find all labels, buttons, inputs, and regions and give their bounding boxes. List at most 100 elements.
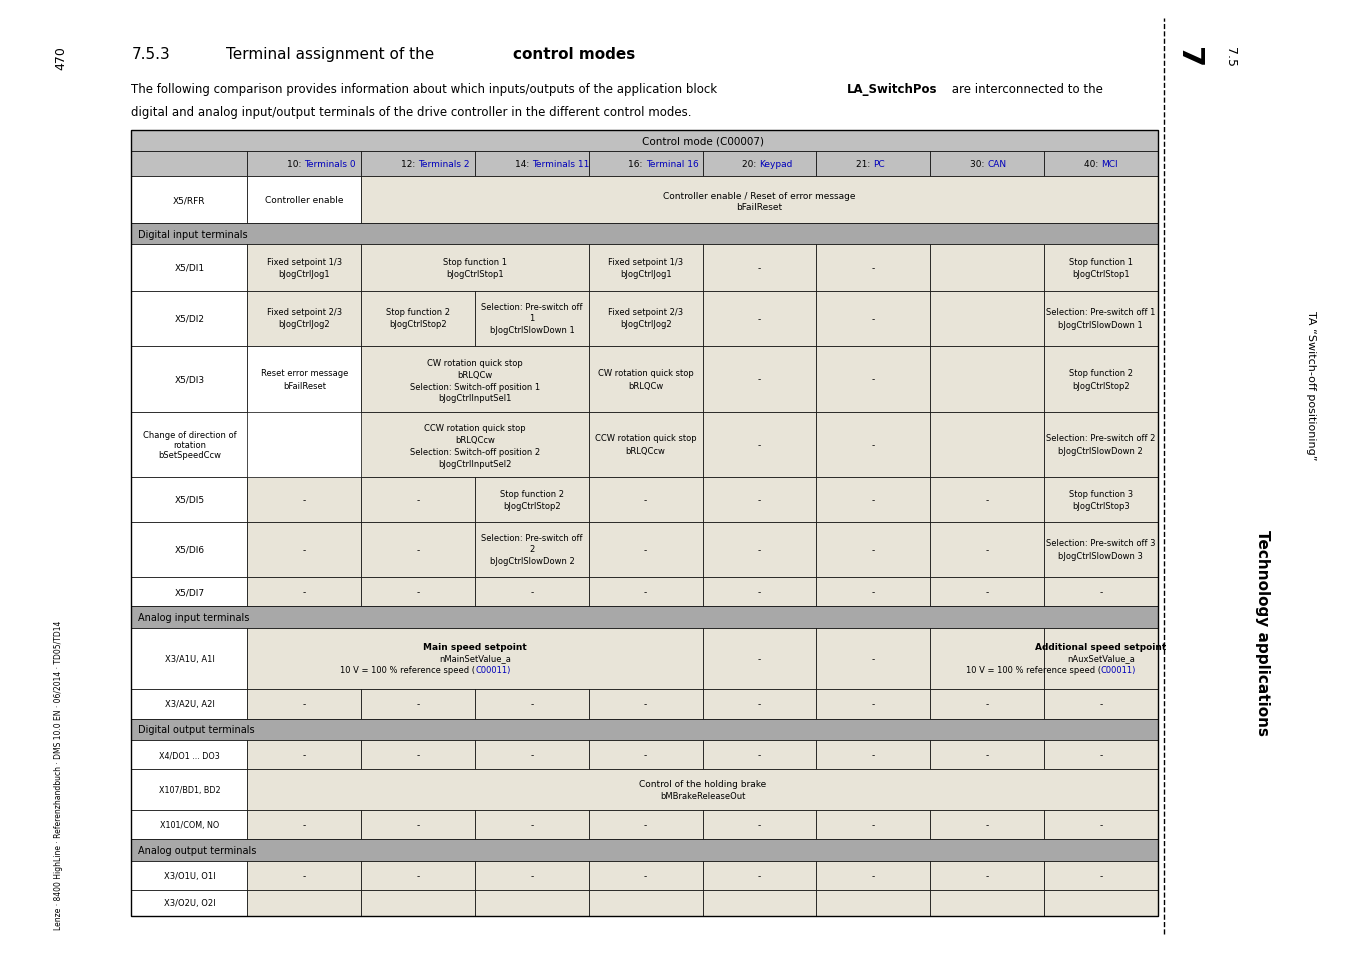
Text: -: -	[872, 700, 875, 709]
Bar	[131, 177, 247, 224]
Bar	[131, 152, 247, 177]
Bar	[1044, 522, 1158, 578]
Text: PC: PC	[873, 160, 884, 169]
Bar	[1044, 347, 1158, 412]
Text: MCI: MCI	[1100, 160, 1118, 169]
Text: bRLQCw: bRLQCw	[628, 381, 663, 390]
Text: -: -	[986, 700, 988, 709]
Bar	[702, 412, 817, 477]
Bar	[817, 740, 930, 770]
Text: bJogCtrlInputSel2: bJogCtrlInputSel2	[439, 459, 512, 469]
Bar	[247, 177, 362, 224]
Text: 7.5.3: 7.5.3	[131, 47, 170, 62]
Bar	[702, 810, 817, 840]
Text: C00011): C00011)	[1100, 665, 1137, 674]
Text: -: -	[531, 587, 533, 597]
Bar	[589, 861, 702, 890]
Text: Stop function 3: Stop function 3	[1069, 490, 1133, 498]
Bar	[1044, 152, 1158, 177]
Text: CW rotation quick stop: CW rotation quick stop	[598, 369, 694, 377]
Bar	[362, 177, 1158, 224]
Text: Selection: Switch-off position 2: Selection: Switch-off position 2	[410, 448, 540, 456]
Text: Fixed setpoint 2/3: Fixed setpoint 2/3	[608, 308, 683, 317]
Text: control modes: control modes	[513, 47, 636, 62]
Text: -: -	[1099, 750, 1103, 760]
Text: Control of the holding brake: Control of the holding brake	[639, 779, 767, 788]
Text: 20:: 20:	[743, 160, 760, 169]
Bar	[247, 245, 362, 292]
Bar	[131, 347, 247, 412]
Bar	[589, 689, 702, 719]
Text: -: -	[757, 871, 761, 880]
Text: -: -	[872, 587, 875, 597]
Text: bRLQCcw: bRLQCcw	[455, 436, 495, 445]
Text: -: -	[1099, 871, 1103, 880]
Bar	[131, 477, 247, 522]
Bar	[362, 152, 475, 177]
Text: Control mode (C00007): Control mode (C00007)	[641, 136, 764, 146]
Bar	[589, 412, 702, 477]
Bar	[131, 719, 1158, 740]
Text: Technology applications: Technology applications	[1254, 529, 1270, 735]
Text: are interconnected to the: are interconnected to the	[949, 83, 1103, 96]
Bar	[475, 890, 589, 916]
Bar	[131, 412, 247, 477]
Bar	[131, 292, 247, 347]
Bar	[930, 522, 1044, 578]
Text: Selection: Pre-switch off 2: Selection: Pre-switch off 2	[1046, 434, 1156, 443]
Bar	[817, 152, 930, 177]
Text: X3/O1U, O1I: X3/O1U, O1I	[163, 871, 215, 880]
Bar	[702, 890, 817, 916]
Text: Main speed setpoint: Main speed setpoint	[423, 642, 526, 651]
Text: bJogCtrlStop2: bJogCtrlStop2	[389, 320, 447, 329]
Text: -: -	[531, 750, 533, 760]
Text: X107/BD1, BD2: X107/BD1, BD2	[159, 785, 220, 794]
Text: Fixed setpoint 1/3: Fixed setpoint 1/3	[608, 258, 683, 267]
Text: -: -	[986, 587, 988, 597]
Text: -: -	[1099, 821, 1103, 829]
Text: Selection: Pre-switch off: Selection: Pre-switch off	[481, 534, 583, 542]
Bar	[1044, 578, 1158, 607]
Text: X5/DI5: X5/DI5	[174, 496, 205, 504]
Text: -: -	[417, 821, 420, 829]
Text: Stop function 2: Stop function 2	[1069, 369, 1133, 377]
Bar	[247, 861, 362, 890]
Text: bJogCtrlJog2: bJogCtrlJog2	[278, 320, 331, 329]
Bar	[817, 522, 930, 578]
Bar	[817, 689, 930, 719]
Text: -: -	[757, 700, 761, 709]
Text: The following comparison provides information about which inputs/outputs of the : The following comparison provides inform…	[131, 83, 721, 96]
Text: -: -	[302, 821, 306, 829]
Bar	[362, 477, 475, 522]
Text: -: -	[757, 545, 761, 554]
Bar	[930, 292, 1044, 347]
Text: -: -	[417, 545, 420, 554]
Text: -: -	[644, 750, 647, 760]
Bar	[247, 152, 362, 177]
Text: bRLQCw: bRLQCw	[458, 370, 493, 379]
Text: 16:: 16:	[628, 160, 645, 169]
Text: Change of direction of: Change of direction of	[143, 431, 236, 439]
Text: 7: 7	[1174, 47, 1203, 68]
Text: -: -	[417, 750, 420, 760]
Text: Terminals 11: Terminals 11	[532, 160, 589, 169]
Bar	[131, 131, 1158, 916]
Text: 10 V = 100 % reference speed (: 10 V = 100 % reference speed (	[340, 665, 475, 674]
Text: -: -	[872, 264, 875, 273]
Bar	[1044, 810, 1158, 840]
Bar	[589, 740, 702, 770]
Bar	[589, 245, 702, 292]
Bar	[930, 810, 1044, 840]
Bar	[247, 477, 362, 522]
Text: Fixed setpoint 1/3: Fixed setpoint 1/3	[267, 258, 342, 267]
Bar	[247, 292, 362, 347]
Bar	[930, 477, 1044, 522]
Bar	[702, 152, 817, 177]
Bar	[702, 689, 817, 719]
Bar	[1044, 292, 1158, 347]
Bar	[131, 131, 1158, 152]
Bar	[817, 412, 930, 477]
Text: Fixed setpoint 2/3: Fixed setpoint 2/3	[267, 308, 342, 317]
Text: -: -	[986, 545, 988, 554]
Text: -: -	[302, 700, 306, 709]
